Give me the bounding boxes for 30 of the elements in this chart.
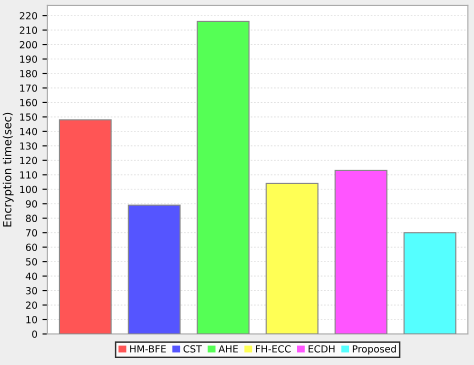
legend-label: HM-BFE xyxy=(130,345,166,352)
y-tick-label: 180 xyxy=(20,70,38,78)
y-tick-label: 210 xyxy=(20,26,38,34)
y-tick-label: 30 xyxy=(26,287,38,294)
legend-label: AHE xyxy=(218,345,238,352)
y-tick-label: 220 xyxy=(20,12,38,20)
legend-label: CST xyxy=(184,345,202,353)
y-tick-label: 40 xyxy=(26,272,38,280)
y-tick-label: 10 xyxy=(26,316,38,324)
y-tick-label: 110 xyxy=(20,171,38,179)
y-tick-label: 60 xyxy=(26,244,38,251)
y-tick-label: 100 xyxy=(20,186,38,194)
y-tick-label: 0 xyxy=(32,330,38,338)
y-tick-label: 140 xyxy=(20,128,38,136)
legend-label: ECDH xyxy=(308,345,334,353)
y-tick-label: 170 xyxy=(20,84,38,92)
y-tick-label: 80 xyxy=(26,214,38,222)
y-tick-label: 20 xyxy=(26,302,38,309)
y-axis-title: Encryption time(sec) xyxy=(2,112,14,226)
y-tick-label: 120 xyxy=(20,156,38,164)
y-tick-label: 50 xyxy=(26,258,38,266)
legend-label: FH-ECC xyxy=(256,345,291,353)
y-tick-label: 130 xyxy=(20,142,38,150)
y-tick-label: 70 xyxy=(26,229,38,237)
y-tick-label: 200 xyxy=(20,41,38,48)
y-tick-label: 90 xyxy=(26,200,38,208)
legend-label: Proposed xyxy=(352,345,396,354)
y-tick-label: 190 xyxy=(20,55,38,63)
y-tick-label: 150 xyxy=(20,113,38,121)
y-tick-label: 160 xyxy=(20,98,38,106)
